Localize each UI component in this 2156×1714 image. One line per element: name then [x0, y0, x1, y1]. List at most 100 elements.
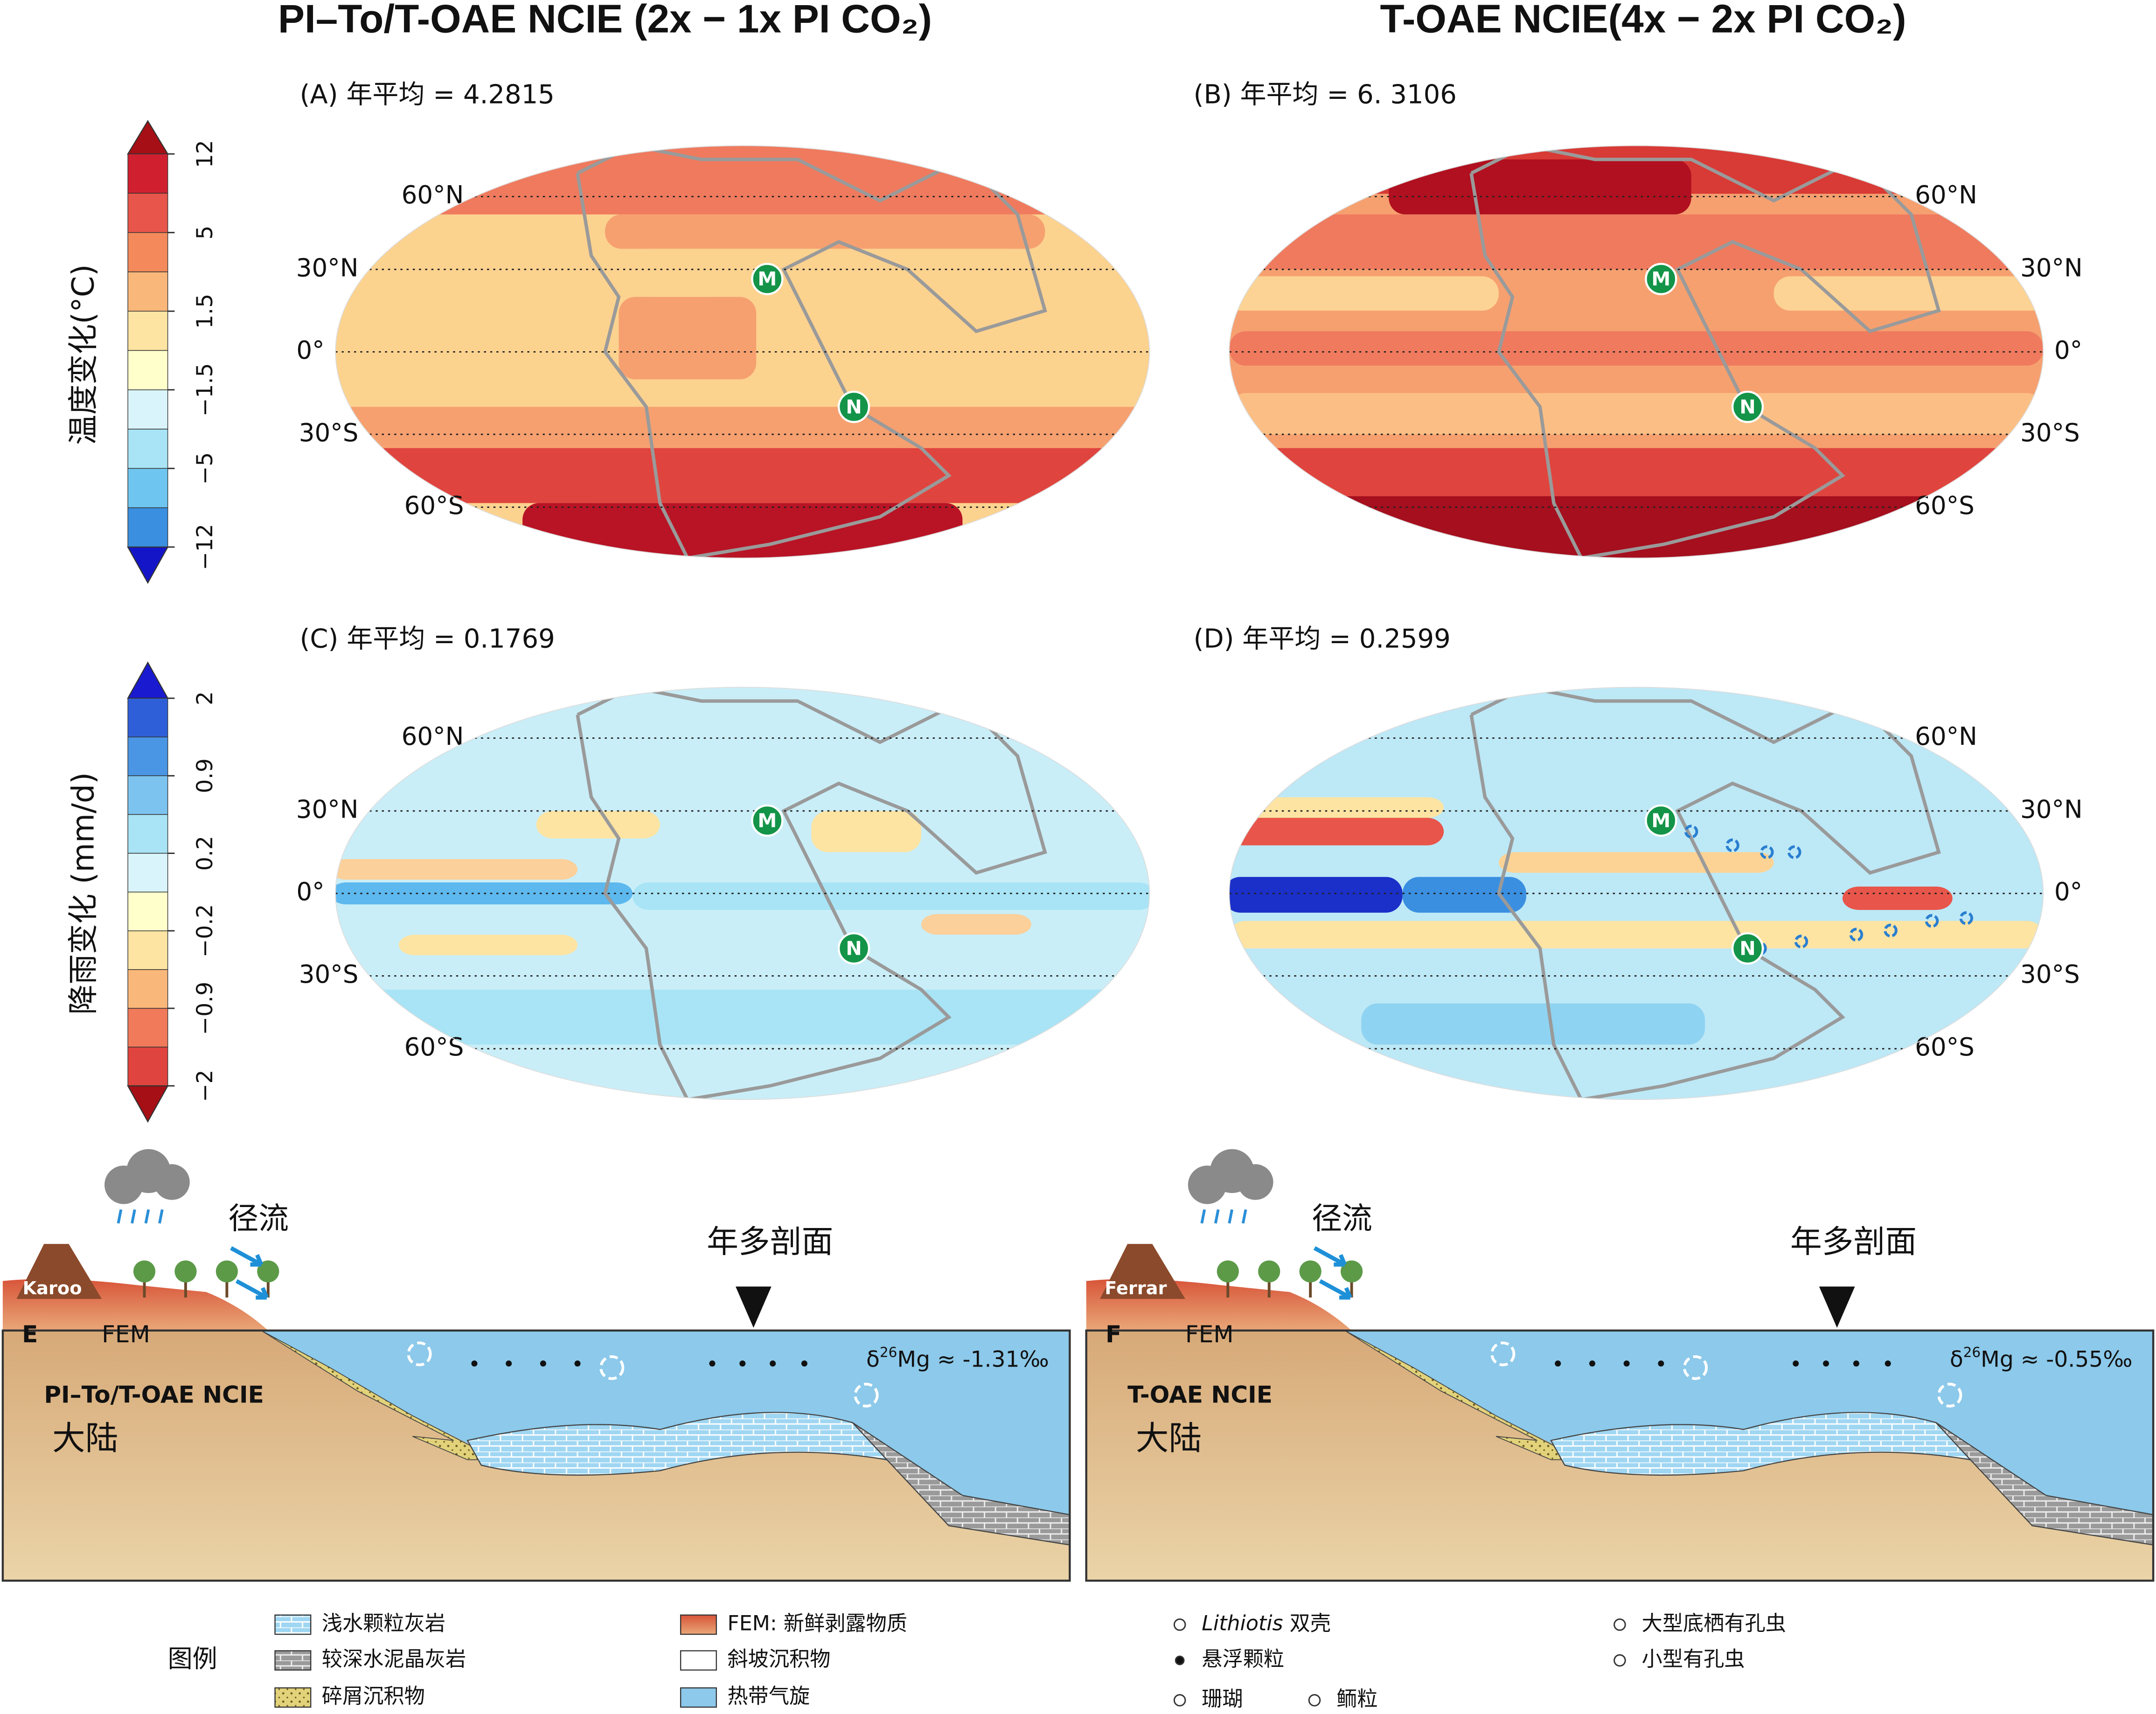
cyclone	[1760, 845, 1774, 859]
legend-title: 图例	[168, 1645, 217, 1673]
latitude-label: 60°S	[404, 491, 464, 520]
map-field	[1498, 852, 1774, 873]
volcano-label: Karoo	[22, 1278, 82, 1299]
colorbar-tick-label: 2	[192, 691, 218, 705]
legend-label: 斜坡沉积物	[727, 1647, 830, 1671]
site-label: N	[1739, 396, 1756, 418]
map	[1229, 687, 2044, 1100]
latitude-label: 0°	[296, 336, 324, 365]
latitude-label: 60°N	[402, 180, 464, 209]
section-frame	[1085, 1329, 2155, 1582]
isotope-value: δ26Mg ≈ -1.31‰	[866, 1344, 1049, 1372]
site-label: M	[758, 268, 777, 290]
section-name: PI–To/T-OAE NCIE	[44, 1381, 264, 1409]
suspended-grain	[739, 1360, 746, 1367]
colorbar-label: 温度变化(°C)	[66, 264, 101, 445]
map-field	[605, 214, 1045, 249]
latitude-label: 60°S	[404, 1033, 464, 1062]
colorbar-segment	[127, 507, 168, 548]
map-field	[632, 882, 1150, 910]
latitude-label: 30°N	[2020, 795, 2083, 824]
latitude-label: 0°	[2054, 877, 2082, 906]
site-marker	[1731, 932, 1764, 965]
latitude-label: 30°S	[2020, 960, 2080, 989]
column-title: PI–To/T-OAE NCIE (2x − 1x PI CO₂)	[278, 0, 932, 42]
site-label: N	[846, 396, 862, 418]
map-field	[1229, 877, 1403, 913]
profile-label: 年多剖面	[707, 1223, 833, 1260]
cloud	[154, 1164, 190, 1200]
colorbar-arrow	[127, 661, 169, 699]
colorbar-segment	[127, 311, 168, 351]
legend-label: FEM: 新鲜剥露物质	[727, 1611, 907, 1635]
colorbar-segment	[127, 814, 168, 854]
legend-symbol	[1614, 1618, 1626, 1631]
suspended-grain	[1793, 1360, 1799, 1367]
map-field	[1229, 797, 1444, 818]
cyclone	[1725, 838, 1739, 853]
suspended-grain	[574, 1360, 581, 1367]
map-field	[522, 503, 963, 558]
legend-text: 小型有孔虫	[1642, 1647, 1745, 1671]
map-field	[398, 935, 578, 956]
colorbar-tick-label: 12	[192, 140, 218, 168]
colorbar-segment	[127, 891, 168, 931]
map-field	[335, 448, 1150, 503]
colorbar-tick-label: −0.9	[192, 982, 218, 1035]
volcano-label: Ferrar	[1105, 1278, 1167, 1299]
sea	[261, 1330, 1070, 1523]
continent-label: 大陆	[1136, 1419, 1202, 1457]
latitude-label: 60°S	[1915, 491, 1975, 520]
cyclone	[1684, 825, 1698, 839]
panel-label: (B) 年平均 = 6. 3106	[1194, 79, 1457, 110]
runoff-label: 径流	[228, 1201, 289, 1236]
rain	[158, 1209, 164, 1224]
legend-label: 鲕粒	[1336, 1687, 1377, 1711]
colorbar-segment	[127, 1047, 168, 1086]
maps: 60°N 30°N 0° 30°S 60°S M N 60°N 30°N 0° 30°S 60°S M N…	[296, 145, 2083, 1100]
colorbar-tick-label: 1.5	[192, 294, 218, 329]
legend-label: 悬浮颗粒	[1202, 1647, 1284, 1671]
cyclone	[1925, 914, 1939, 928]
map-field	[1229, 448, 2044, 496]
map-field	[335, 859, 578, 880]
suspended-grain	[1623, 1360, 1630, 1367]
volcano	[1100, 1244, 1185, 1299]
cyclone	[1937, 1382, 1962, 1408]
colorbar-tick-label: 0.2	[192, 836, 218, 871]
legend-italic: Lithiotis	[1202, 1611, 1283, 1635]
map-field	[1229, 921, 2044, 949]
tree	[1217, 1260, 1239, 1283]
runoff-arrow	[230, 1246, 264, 1267]
legend-swatch	[274, 1650, 312, 1671]
site-marker	[1731, 390, 1764, 423]
site-label: M	[1651, 809, 1670, 832]
rain	[131, 1209, 136, 1224]
latitude-label: 30°S	[299, 960, 359, 989]
colorbar-segment	[127, 775, 168, 815]
site-marker	[1645, 804, 1677, 837]
isotope-value: δ26Mg ≈ -0.55‰	[1950, 1344, 2133, 1372]
suspended-grain	[1823, 1360, 1829, 1367]
map-field	[1389, 159, 1691, 215]
legend-label: 珊瑚	[1202, 1687, 1243, 1711]
profile-marker	[1819, 1286, 1855, 1328]
colorbar-segment	[127, 429, 168, 469]
legend-swatch	[680, 1650, 717, 1671]
map	[1229, 146, 2044, 558]
suspended-grain	[471, 1360, 478, 1367]
rain	[144, 1209, 150, 1224]
colorbar-segment	[127, 153, 168, 194]
latitude-label: 60°S	[1915, 1033, 1975, 1062]
colorbar-tick-label: −12	[192, 524, 218, 570]
legend-swatch	[680, 1687, 717, 1708]
legend-text: 浅水颗粒灰岩	[322, 1611, 445, 1635]
map-field	[335, 882, 633, 905]
colorbar-segment	[127, 853, 168, 893]
colorbar-tick-label: 5	[192, 226, 218, 240]
rain	[1214, 1209, 1220, 1224]
map-field	[1229, 276, 1499, 311]
